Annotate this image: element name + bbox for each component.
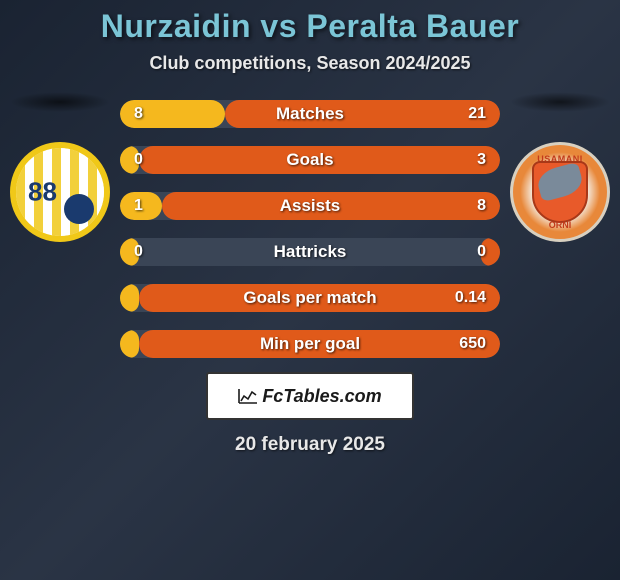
shadow-ellipse-left bbox=[10, 92, 110, 112]
stat-label: Assists bbox=[120, 196, 500, 216]
stat-bar: 821Matches bbox=[120, 100, 500, 128]
soccer-ball-icon bbox=[64, 194, 94, 224]
shark-icon bbox=[535, 162, 585, 202]
shadow-ellipse-right bbox=[510, 92, 610, 112]
stat-bar: 00Hattricks bbox=[120, 238, 500, 266]
left-badge-column: 88 bbox=[10, 92, 110, 242]
team-badge-left-inner: 88 bbox=[16, 148, 104, 236]
chart-icon bbox=[238, 388, 258, 404]
brand-label: FcTables.com bbox=[262, 386, 381, 407]
badge-bottom-text: ORNI bbox=[549, 220, 572, 230]
stat-bars: 821Matches 03Goals 18Assists 00Hattricks 0.1… bbox=[120, 92, 500, 358]
stat-label: Goals bbox=[120, 150, 500, 170]
brand-text: FcTables.com bbox=[238, 386, 381, 407]
brand-box: FcTables.com bbox=[206, 372, 414, 420]
stat-label: Goals per match bbox=[120, 288, 500, 308]
subtitle: Club competitions, Season 2024/2025 bbox=[149, 53, 470, 74]
stat-bar: 03Goals bbox=[120, 146, 500, 174]
team-badge-right-inner: USAMANI ORNI bbox=[516, 148, 604, 236]
team-badge-right: USAMANI ORNI bbox=[510, 142, 610, 242]
stat-bar: 650Min per goal bbox=[120, 330, 500, 358]
stat-label: Min per goal bbox=[120, 334, 500, 354]
stat-bar: 0.14Goals per match bbox=[120, 284, 500, 312]
page-title: Nurzaidin vs Peralta Bauer bbox=[101, 8, 519, 45]
stat-bar: 18Assists bbox=[120, 192, 500, 220]
right-badge-column: USAMANI ORNI bbox=[510, 92, 610, 242]
date-text: 20 february 2025 bbox=[235, 434, 385, 456]
stat-label: Hattricks bbox=[120, 242, 500, 262]
comparison-card: Nurzaidin vs Peralta Bauer Club competit… bbox=[0, 0, 620, 580]
stat-label: Matches bbox=[120, 104, 500, 124]
badge-number: 88 bbox=[28, 177, 57, 208]
team-badge-left: 88 bbox=[10, 142, 110, 242]
badge-shield bbox=[532, 161, 588, 223]
stats-area: 88 821Matches 03Goals 18Assists 00Hattricks… bbox=[0, 92, 620, 358]
